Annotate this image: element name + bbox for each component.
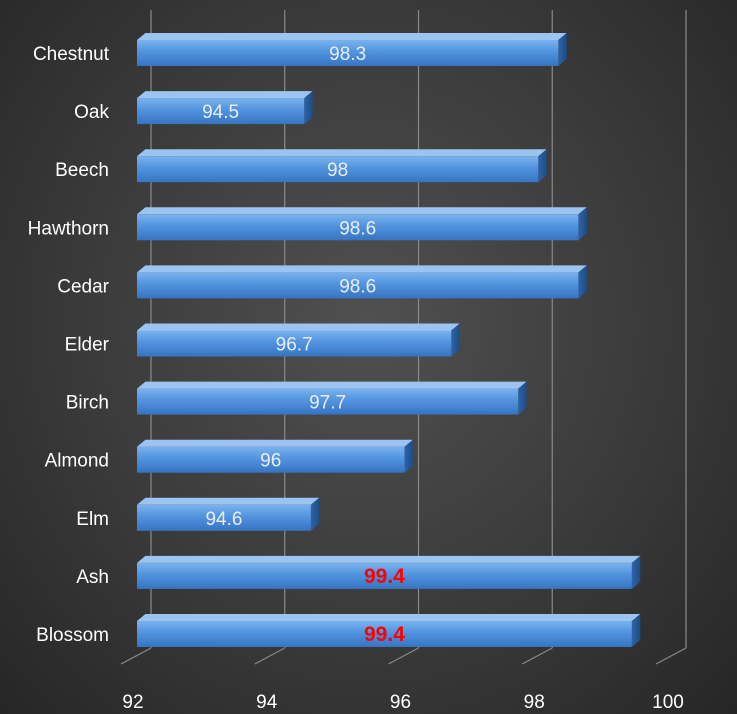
bar-front-birch xyxy=(137,388,519,415)
bar-front-almond xyxy=(137,446,405,473)
bar-front-elder xyxy=(137,330,452,357)
bar-top-ash xyxy=(137,555,641,563)
data-label-oak: 94.5 xyxy=(202,102,239,123)
x-tick-label-92: 92 xyxy=(122,692,143,713)
bar-front-blossom xyxy=(137,621,632,647)
x-tick-label-94: 94 xyxy=(256,692,278,713)
bar-top-hawthorn xyxy=(137,207,587,215)
bar-blossom: 99.4 xyxy=(137,614,641,647)
bar-cedar: 98.6 xyxy=(137,265,587,299)
bar-front-oak xyxy=(137,98,305,125)
floor-gridline-94 xyxy=(254,647,286,665)
bar-birch: 97.7 xyxy=(137,381,527,415)
category-label-blossom: Blossom xyxy=(36,625,109,646)
bar-top-elm xyxy=(137,497,320,505)
category-label-elder: Elder xyxy=(65,335,110,356)
bar-chestnut: 98.3 xyxy=(137,33,567,66)
x-tick-labels: 92 94 96 98 100 xyxy=(122,692,683,713)
category-label-beech: Beech xyxy=(55,160,109,181)
data-label-birch: 97.7 xyxy=(309,393,346,414)
data-label-ash: 99.4 xyxy=(364,565,405,588)
data-label-blossom: 99.4 xyxy=(364,623,405,646)
x-tick-label-96: 96 xyxy=(390,692,411,713)
data-label-chestnut: 98.3 xyxy=(329,44,366,65)
bar-elder: 96.7 xyxy=(137,323,460,357)
floor-gridline-96 xyxy=(388,647,419,665)
bar-top-birch xyxy=(137,381,527,389)
bar-almond: 96 xyxy=(137,439,413,473)
category-label-hawthorn: Hawthorn xyxy=(28,218,109,239)
bar-oak: 94.5 xyxy=(137,91,313,125)
bar-side-beech xyxy=(538,149,547,183)
bar-top-oak xyxy=(137,91,313,99)
bar-front-elm xyxy=(137,504,311,531)
category-label-elm: Elm xyxy=(76,509,109,530)
bar-side-hawthorn xyxy=(578,207,587,241)
x-tick-label-100: 100 xyxy=(652,692,684,713)
bar-top-cedar xyxy=(137,265,587,273)
bar-side-chestnut xyxy=(558,33,567,66)
bar-side-elm xyxy=(310,497,320,531)
bar-front-ash xyxy=(137,562,632,589)
bar-front-cedar xyxy=(137,272,579,299)
bar-side-blossom xyxy=(631,614,641,647)
bar-side-ash xyxy=(631,555,641,589)
bar-hawthorn: 98.6 xyxy=(137,207,587,241)
bar-top-beech xyxy=(137,149,547,157)
floor-gridline-92 xyxy=(120,647,152,665)
bar-elm: 94.6 xyxy=(137,497,320,531)
data-label-elder: 96.7 xyxy=(276,335,313,356)
bar-top-blossom xyxy=(137,614,641,621)
bar-front-chestnut xyxy=(137,40,559,66)
bar-top-elder xyxy=(137,323,460,331)
category-label-almond: Almond xyxy=(45,451,109,472)
bar-beech: 98 xyxy=(137,149,547,183)
bar-side-oak xyxy=(304,91,313,125)
bar-side-birch xyxy=(518,381,527,415)
x-tick-label-98: 98 xyxy=(524,692,545,713)
data-label-hawthorn: 98.6 xyxy=(339,218,376,239)
data-label-cedar: 98.6 xyxy=(339,276,376,297)
bar-top-almond xyxy=(137,439,413,447)
bars: 98.3 94.5 98 98.6 98.6 96.7 97.7 96 94.6 99.4 99.4 xyxy=(137,33,641,647)
bar-front-hawthorn xyxy=(137,214,579,241)
category-labels: Chestnut Oak Beech Hawthorn Cedar Elder Birch A… xyxy=(28,44,110,646)
bar-ash: 99.4 xyxy=(137,555,641,589)
category-label-chestnut: Chestnut xyxy=(33,44,110,65)
floor-gridline-100 xyxy=(655,647,687,665)
data-label-elm: 94.6 xyxy=(205,509,242,530)
bar-front-beech xyxy=(137,156,539,183)
data-label-beech: 98 xyxy=(327,160,348,181)
category-label-oak: Oak xyxy=(74,102,109,123)
bar-side-almond xyxy=(404,439,413,473)
bar-side-cedar xyxy=(578,265,587,299)
category-label-cedar: Cedar xyxy=(57,276,109,297)
floor-gridline-98 xyxy=(521,647,553,665)
bar-top-chestnut xyxy=(137,33,567,40)
category-label-ash: Ash xyxy=(76,567,109,588)
data-label-almond: 96 xyxy=(260,451,281,472)
category-label-birch: Birch xyxy=(66,393,109,414)
bar-side-elder xyxy=(451,323,460,357)
